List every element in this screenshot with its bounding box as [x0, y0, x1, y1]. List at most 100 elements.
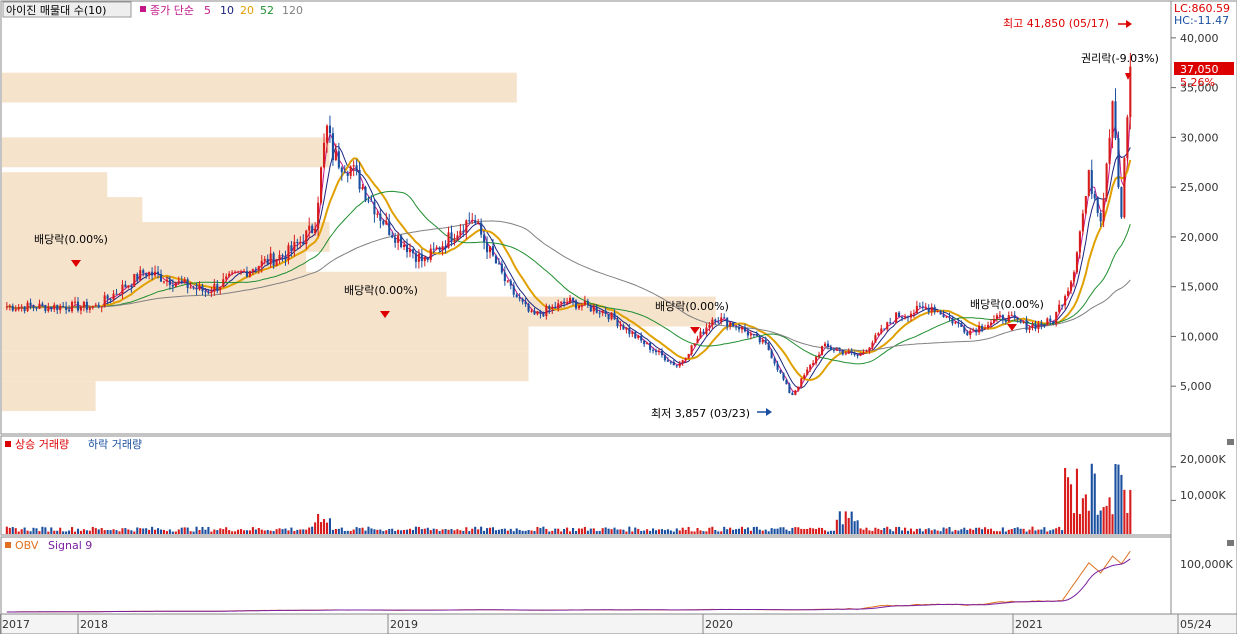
- candle-body: [334, 151, 337, 161]
- panel-close-icon[interactable]: [1227, 439, 1234, 445]
- candle-body: [100, 306, 103, 308]
- volume-bar: [180, 527, 183, 534]
- candle-body: [524, 301, 527, 305]
- volume-bar: [613, 527, 616, 534]
- candle-body: [213, 284, 216, 292]
- candle-body: [124, 284, 127, 288]
- candle-body: [654, 350, 658, 353]
- volume-bar: [1129, 489, 1132, 534]
- volume-bar: [491, 527, 495, 534]
- candle-body: [216, 284, 219, 290]
- candle-body: [791, 392, 794, 395]
- candle-body: [548, 305, 551, 309]
- volume-bar: [595, 531, 598, 534]
- candle-body: [352, 165, 355, 167]
- candle-body: [302, 241, 305, 245]
- candle-body: [794, 390, 797, 395]
- volume-bar: [159, 529, 163, 534]
- lc-value: LC:860.59: [1174, 2, 1230, 15]
- candle-body: [263, 258, 266, 261]
- candle-body: [1046, 318, 1049, 326]
- candle-body: [984, 328, 987, 330]
- volume-bar: [1052, 529, 1055, 534]
- volume-bar: [1090, 463, 1093, 534]
- volume-bar: [767, 531, 770, 534]
- candle-body: [14, 309, 17, 311]
- volume-bar: [551, 530, 554, 534]
- candle-body: [429, 248, 432, 260]
- volume-bars: [5, 463, 1176, 534]
- y-axis-area: [1170, 0, 1237, 615]
- volume-bar: [643, 530, 646, 534]
- obv-legend-icon: [5, 542, 11, 548]
- candle-body: [94, 304, 97, 307]
- candle-body: [571, 297, 575, 301]
- candle-body: [148, 271, 151, 276]
- volume-bar: [921, 531, 924, 534]
- volume-bar: [130, 530, 133, 534]
- candle-body: [168, 279, 171, 286]
- volume-bar: [684, 529, 687, 534]
- candle-body: [610, 312, 613, 320]
- candle-body: [450, 232, 453, 243]
- volume-bar: [901, 530, 904, 534]
- candle-body: [91, 306, 94, 308]
- volume-bar: [59, 527, 62, 534]
- candle-body: [509, 280, 512, 286]
- volume-bar: [652, 528, 655, 534]
- candle-body: [595, 306, 598, 313]
- candle-body: [1129, 66, 1132, 118]
- panel-close-icon[interactable]: [1227, 540, 1234, 546]
- volume-bar: [201, 526, 204, 534]
- candle-body: [355, 165, 358, 170]
- volume-bar: [254, 529, 257, 534]
- volume-bar: [171, 531, 174, 534]
- candle-body: [192, 287, 195, 289]
- candle-body: [598, 312, 601, 314]
- candle-body: [269, 253, 272, 265]
- annotation-low: 최저 3,857 (03/23): [651, 407, 750, 420]
- volume-bar: [740, 526, 744, 534]
- volume-bar: [275, 529, 278, 534]
- candle-body: [1123, 158, 1126, 218]
- candle-body: [560, 301, 563, 304]
- candle-body: [420, 253, 423, 262]
- candle-body: [1055, 311, 1058, 324]
- volume-bar: [245, 530, 248, 534]
- volume-bar: [367, 526, 370, 534]
- stock-name-box[interactable]: [2, 1, 132, 18]
- volume-bar: [355, 527, 358, 534]
- candle-body: [954, 321, 957, 324]
- volume-bar: [951, 531, 954, 534]
- volume-bar: [204, 529, 207, 534]
- candle-body: [435, 247, 438, 249]
- candle-body: [44, 304, 47, 311]
- candle-body: [65, 306, 68, 310]
- volume-bar: [1061, 530, 1064, 534]
- volume-bar: [239, 529, 243, 534]
- candle-body: [17, 307, 20, 310]
- candle-body: [580, 305, 583, 307]
- volume-bar: [1072, 513, 1076, 534]
- volume-bar: [812, 528, 815, 534]
- x-tick-label: 2020: [705, 618, 733, 631]
- volume-bar: [444, 529, 447, 534]
- volume-bar: [376, 529, 379, 534]
- volume-bar: [930, 530, 933, 534]
- annotation-dividend-1: 배당락(0.00%): [34, 233, 108, 246]
- volume-bar: [699, 530, 702, 534]
- volume-bar: [148, 529, 151, 534]
- candle-body: [995, 315, 998, 320]
- volume-bar: [62, 531, 65, 534]
- candle-body: [693, 343, 696, 346]
- ma-legend-icon: [140, 6, 146, 12]
- candle-body: [853, 352, 856, 355]
- volume-bar: [1099, 510, 1102, 534]
- volume-profile-bar: [2, 351, 529, 382]
- candle-body: [859, 354, 862, 356]
- volume-bar: [524, 530, 527, 534]
- candle-body: [391, 235, 394, 238]
- volume-bar: [142, 528, 145, 534]
- candle-body: [483, 234, 486, 242]
- volume-bar: [666, 529, 669, 534]
